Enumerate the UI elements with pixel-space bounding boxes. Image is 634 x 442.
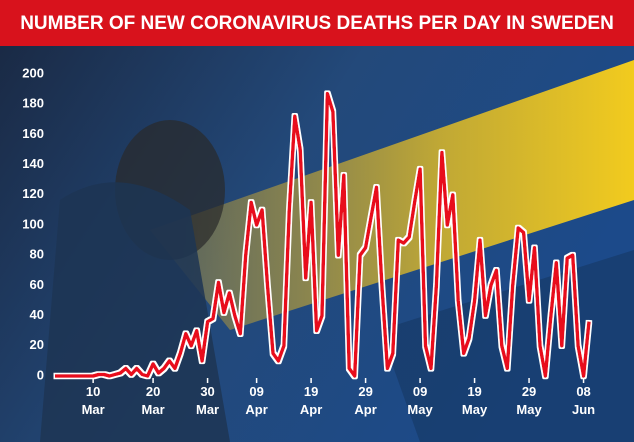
y-tick-label: 140 bbox=[22, 156, 44, 171]
y-tick-label: 0 bbox=[37, 367, 44, 382]
x-tick-label: 20 Mar bbox=[141, 384, 165, 417]
x-tick-label: 10 Mar bbox=[81, 384, 105, 417]
y-tick-label: 100 bbox=[22, 216, 44, 231]
title-bar bbox=[0, 0, 634, 46]
chart-title: NUMBER OF NEW CORONAVIRUS DEATHS PER DAY… bbox=[20, 13, 614, 34]
x-tick-label: 19 Apr bbox=[299, 384, 323, 417]
y-tick-label: 120 bbox=[22, 186, 44, 201]
x-tick-label: 08 Jun bbox=[571, 384, 596, 417]
shade bbox=[380, 250, 634, 442]
x-tick-label: 19 May bbox=[461, 384, 488, 417]
y-tick-label: 80 bbox=[30, 247, 44, 262]
x-tick-label: 29 May bbox=[516, 384, 542, 417]
data-line bbox=[55, 91, 591, 378]
x-tick-label: 30 Mar bbox=[196, 384, 220, 417]
y-tick-label: 60 bbox=[30, 277, 44, 292]
y-tick-label: 200 bbox=[22, 65, 44, 80]
x-tick-label: 09 Apr bbox=[245, 384, 268, 417]
x-tick-label: 09 May bbox=[407, 384, 433, 417]
y-tick-label: 20 bbox=[30, 337, 44, 352]
y-tick-label: 40 bbox=[30, 307, 44, 322]
y-tick-label: 180 bbox=[22, 96, 44, 111]
x-tick-label: 29 Apr bbox=[354, 384, 377, 417]
y-tick-label: 160 bbox=[22, 126, 44, 141]
flag-band bbox=[150, 60, 634, 330]
